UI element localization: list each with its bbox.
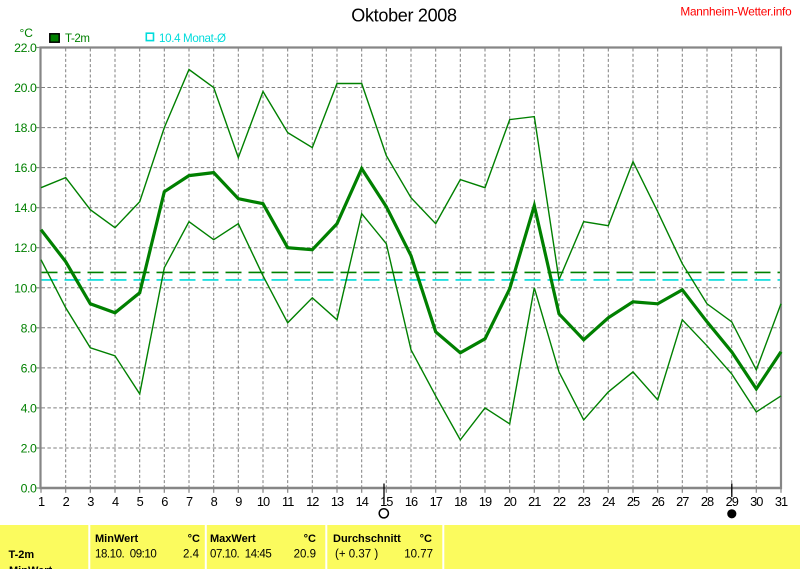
- svg-text:3: 3: [87, 494, 94, 509]
- svg-text:19: 19: [479, 494, 492, 509]
- svg-text:27: 27: [676, 494, 689, 509]
- svg-text:9: 9: [235, 494, 242, 509]
- svg-text:12.0: 12.0: [14, 241, 37, 255]
- svg-text:7: 7: [186, 494, 193, 509]
- svg-text:Oktober 2008: Oktober 2008: [351, 6, 457, 26]
- svg-text:18.0: 18.0: [14, 121, 37, 135]
- svg-text:16.0: 16.0: [14, 161, 37, 175]
- svg-text:(+ 0.37 ): (+ 0.37 ): [335, 549, 378, 561]
- svg-text:Mannheim-Wetter.info: Mannheim-Wetter.info: [680, 5, 792, 19]
- svg-text:07.10. 14:45: 07.10. 14:45: [210, 549, 271, 561]
- svg-text:22.0: 22.0: [14, 41, 37, 55]
- svg-text:°C: °C: [420, 533, 432, 545]
- svg-text:°C: °C: [188, 533, 200, 545]
- svg-text:14: 14: [356, 494, 369, 509]
- svg-text:°C: °C: [20, 26, 34, 40]
- svg-text:16: 16: [405, 494, 418, 509]
- svg-text:MinWert: MinWert: [9, 565, 53, 569]
- svg-text:30: 30: [750, 494, 763, 509]
- svg-text:Durchschnitt: Durchschnitt: [333, 533, 401, 545]
- svg-text:25: 25: [627, 494, 640, 509]
- svg-text:1: 1: [38, 494, 45, 509]
- svg-text:10.77: 10.77: [404, 549, 433, 561]
- svg-text:2: 2: [63, 494, 70, 509]
- svg-text:10: 10: [257, 494, 270, 509]
- svg-text:26: 26: [652, 494, 665, 509]
- svg-text:4.0: 4.0: [21, 401, 37, 415]
- svg-text:29: 29: [726, 494, 739, 509]
- svg-text:6.0: 6.0: [21, 361, 37, 375]
- svg-text:10.4 Monat-Ø: 10.4 Monat-Ø: [159, 32, 226, 45]
- svg-text:T-2m: T-2m: [9, 549, 35, 561]
- svg-text:MaxWert: MaxWert: [210, 533, 256, 545]
- svg-text:20.0: 20.0: [14, 81, 37, 95]
- svg-text:0.0: 0.0: [21, 482, 37, 496]
- svg-text:8.0: 8.0: [21, 321, 37, 335]
- svg-text:5: 5: [137, 494, 144, 509]
- svg-text:12: 12: [306, 494, 319, 509]
- svg-text:8: 8: [211, 494, 218, 509]
- svg-text:14.0: 14.0: [14, 201, 37, 215]
- svg-text:18: 18: [454, 494, 467, 509]
- svg-text:2.0: 2.0: [21, 442, 37, 456]
- svg-text:24: 24: [602, 494, 615, 509]
- svg-text:6: 6: [161, 494, 168, 509]
- svg-text:MinWert: MinWert: [95, 533, 139, 545]
- svg-text:10.0: 10.0: [14, 281, 37, 295]
- svg-text:13: 13: [331, 494, 344, 509]
- svg-text:20: 20: [504, 494, 517, 509]
- svg-text:2.4: 2.4: [183, 549, 200, 561]
- svg-text:21: 21: [528, 494, 541, 509]
- svg-text:17: 17: [430, 494, 443, 509]
- svg-text:11: 11: [282, 494, 294, 509]
- svg-text:23: 23: [578, 494, 591, 509]
- svg-text:°C: °C: [304, 533, 316, 545]
- svg-text:20.9: 20.9: [294, 549, 316, 561]
- svg-text:22: 22: [553, 494, 566, 509]
- svg-text:T-2m: T-2m: [65, 33, 90, 45]
- svg-text:15: 15: [380, 494, 393, 509]
- svg-text:18.10. 09:10: 18.10. 09:10: [95, 549, 156, 561]
- svg-text:31: 31: [775, 494, 788, 509]
- svg-text:28: 28: [701, 494, 714, 509]
- svg-text:4: 4: [112, 494, 119, 509]
